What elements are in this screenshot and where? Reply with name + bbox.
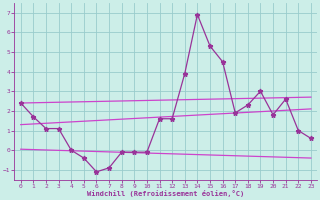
X-axis label: Windchill (Refroidissement éolien,°C): Windchill (Refroidissement éolien,°C): [87, 190, 244, 197]
